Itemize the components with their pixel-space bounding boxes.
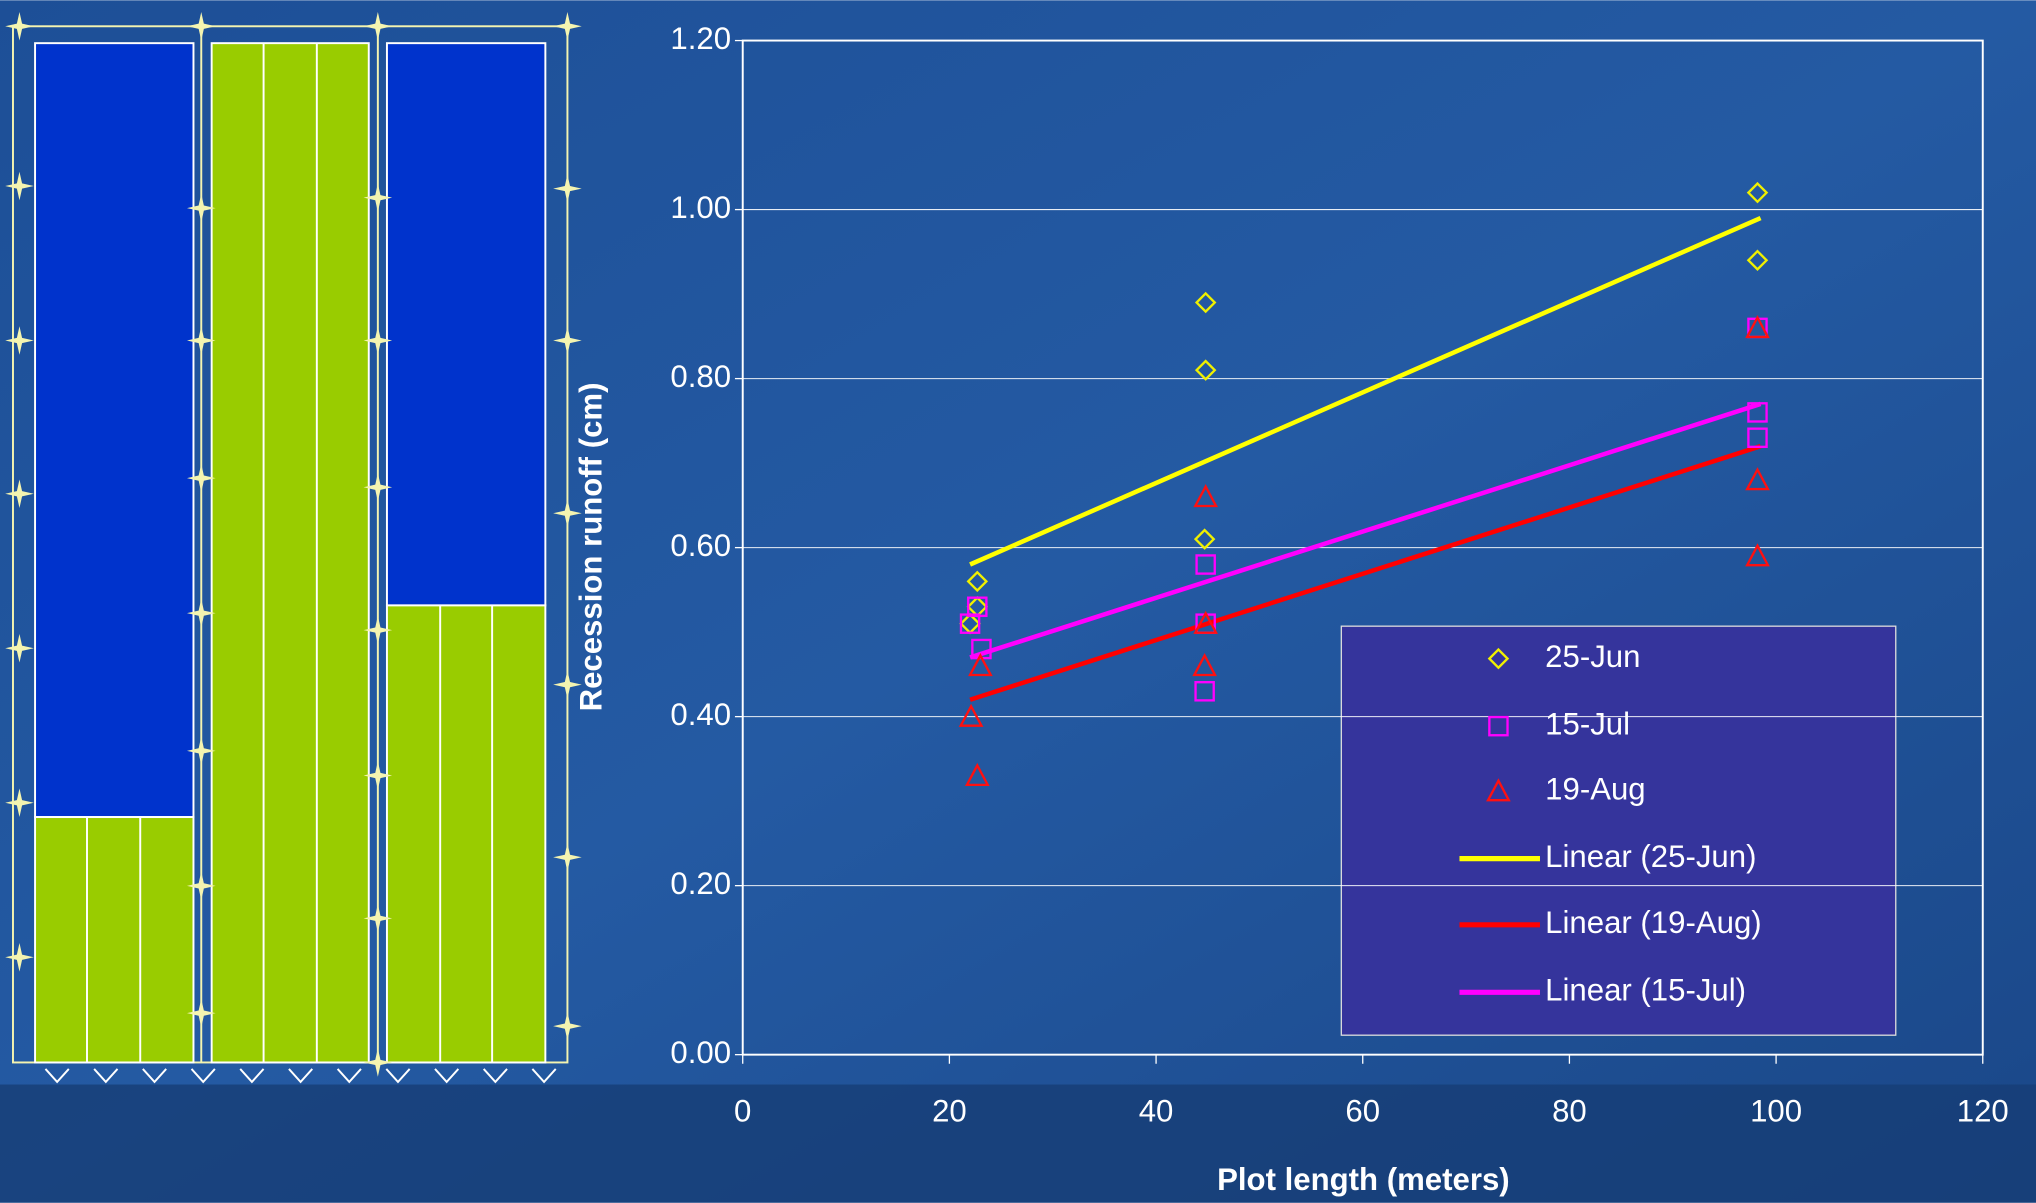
legend-label: 15-Jul (1545, 706, 1630, 741)
y-axis-title: Recession runoff (cm) (574, 383, 609, 712)
x-tick-label: 80 (1552, 1093, 1587, 1128)
x-tick-label: 40 (1139, 1093, 1174, 1128)
x-tick-label: 120 (1957, 1093, 2009, 1128)
x-tick-label: 60 (1345, 1093, 1380, 1128)
plot-diagram (5, 12, 582, 1082)
x-tick-label: 0 (734, 1093, 751, 1128)
y-tick-label: 0.80 (670, 359, 731, 394)
legend-label: 25-Jun (1545, 639, 1640, 674)
legend-label: Linear (15-Jul) (1545, 973, 1746, 1008)
y-tick-label: 0.40 (670, 697, 731, 732)
y-tick-label: 0.20 (670, 866, 731, 901)
legend-label: Linear (19-Aug) (1545, 905, 1761, 940)
y-tick-label: 1.00 (670, 190, 731, 225)
y-tick-label: 1.20 (670, 21, 731, 56)
x-axis-title: Plot length (meters) (1217, 1162, 1510, 1197)
slide: Plot length (meters) Recession runoff (c… (0, 0, 2036, 1203)
footer-band (0, 1085, 2036, 1203)
legend-label: Linear (25-Jun) (1545, 839, 1756, 874)
y-tick-label: 0.60 (670, 528, 731, 563)
y-tick-label: 0.00 (670, 1035, 731, 1070)
x-tick-label: 100 (1750, 1093, 1802, 1128)
x-tick-label: 20 (932, 1093, 967, 1128)
legend-label: 19-Aug (1545, 771, 1645, 806)
page: Plot length (meters) Recession runoff (c… (0, 0, 2036, 1203)
